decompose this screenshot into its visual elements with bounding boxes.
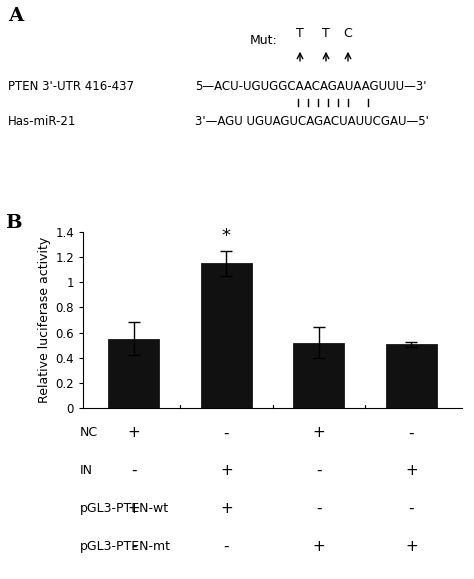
Text: pGL3-PTEN-wt: pGL3-PTEN-wt xyxy=(80,502,169,515)
Bar xyxy=(293,343,344,408)
Text: -: - xyxy=(409,501,414,516)
Text: -: - xyxy=(409,426,414,440)
Text: -: - xyxy=(131,538,137,554)
Y-axis label: Relative luciferase activity: Relative luciferase activity xyxy=(38,237,51,403)
Text: +: + xyxy=(312,426,325,440)
Text: -: - xyxy=(131,463,137,478)
Text: PTEN 3'-UTR 416-437: PTEN 3'-UTR 416-437 xyxy=(8,80,134,93)
Text: *: * xyxy=(222,227,231,245)
Text: -: - xyxy=(224,538,229,554)
Text: +: + xyxy=(220,463,233,478)
Text: C: C xyxy=(344,27,352,40)
Text: T: T xyxy=(296,27,304,40)
Text: T: T xyxy=(322,27,330,40)
Text: +: + xyxy=(220,501,233,516)
Text: -: - xyxy=(316,463,321,478)
Text: 3'—AGU UGUAGUCAGACUAUUCGAU—5': 3'—AGU UGUAGUCAGACUAUUCGAU—5' xyxy=(195,115,429,128)
Text: NC: NC xyxy=(80,426,98,439)
Bar xyxy=(109,339,159,408)
Text: B: B xyxy=(5,214,21,232)
Text: Has-miR-21: Has-miR-21 xyxy=(8,115,76,128)
Bar xyxy=(201,263,252,408)
Bar xyxy=(386,345,437,408)
Text: +: + xyxy=(312,538,325,554)
Text: +: + xyxy=(128,501,140,516)
Text: +: + xyxy=(405,463,418,478)
Text: Mut:: Mut: xyxy=(250,34,278,47)
Text: 5—ACU-UGUGGCAACAGAUAAGUUU—3': 5—ACU-UGUGGCAACAGAUAAGUUU—3' xyxy=(195,80,427,93)
Text: A: A xyxy=(8,7,23,25)
Text: -: - xyxy=(316,501,321,516)
Text: pGL3-PTEN-mt: pGL3-PTEN-mt xyxy=(80,540,171,553)
Text: -: - xyxy=(224,426,229,440)
Text: +: + xyxy=(128,426,140,440)
Text: IN: IN xyxy=(80,464,93,477)
Text: +: + xyxy=(405,538,418,554)
